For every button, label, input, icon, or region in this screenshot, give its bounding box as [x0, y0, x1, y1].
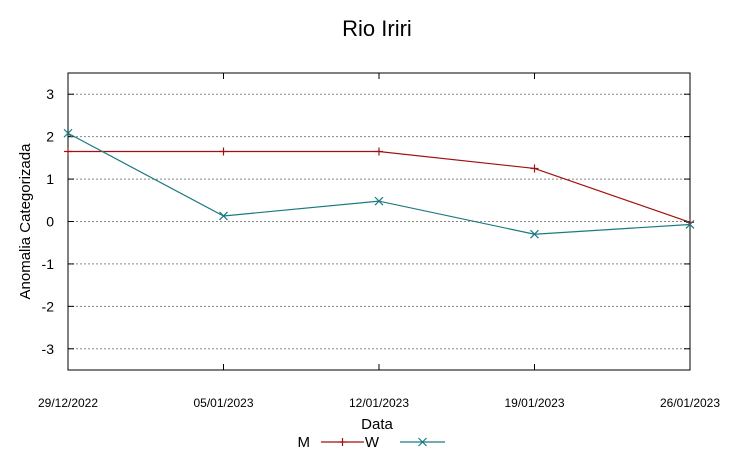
- y-tick-label: 2: [46, 129, 54, 145]
- y-tick-label: -1: [42, 256, 55, 272]
- data-point: [418, 437, 427, 447]
- x-tick-label: 05/01/2023: [193, 396, 253, 410]
- data-point: [219, 211, 228, 221]
- grid-lines: [68, 93, 690, 350]
- data-point: [530, 229, 539, 239]
- y-tick-label: -2: [42, 298, 55, 314]
- x-axis-ticks: 29/12/2022 05/01/2023 12/01/2023 19/01/2023…: [38, 73, 720, 410]
- data-point: [530, 164, 539, 173]
- y-tick-label: 3: [46, 86, 54, 102]
- series-lines: [63, 128, 695, 239]
- data-point: [374, 196, 384, 206]
- data-point: [685, 220, 695, 229]
- x-tick-label: 29/12/2022: [38, 396, 98, 410]
- data-point: [64, 147, 72, 156]
- data-point: [219, 147, 228, 156]
- data-point: [375, 147, 383, 156]
- chart-title: Rio Iriri: [342, 16, 412, 41]
- data-point: [63, 128, 73, 138]
- legend-label-w: W: [365, 434, 380, 451]
- x-tick-label: 12/01/2023: [349, 396, 409, 410]
- x-tick-label: 26/01/2023: [660, 396, 720, 410]
- x-tick-label: 19/01/2023: [504, 396, 564, 410]
- legend-label-m: M: [298, 434, 311, 451]
- y-axis-label: Anomalia Categorizada: [17, 143, 34, 300]
- y-tick-label: 0: [46, 214, 54, 230]
- data-point: [338, 438, 347, 446]
- y-axis-ticks: 3 2 1 0 -1 -2 -3: [42, 86, 690, 357]
- y-tick-label: 1: [46, 171, 54, 187]
- series-line-m: [68, 150, 691, 223]
- x-axis-label: Data: [361, 416, 393, 433]
- y-tick-label: -3: [42, 341, 55, 357]
